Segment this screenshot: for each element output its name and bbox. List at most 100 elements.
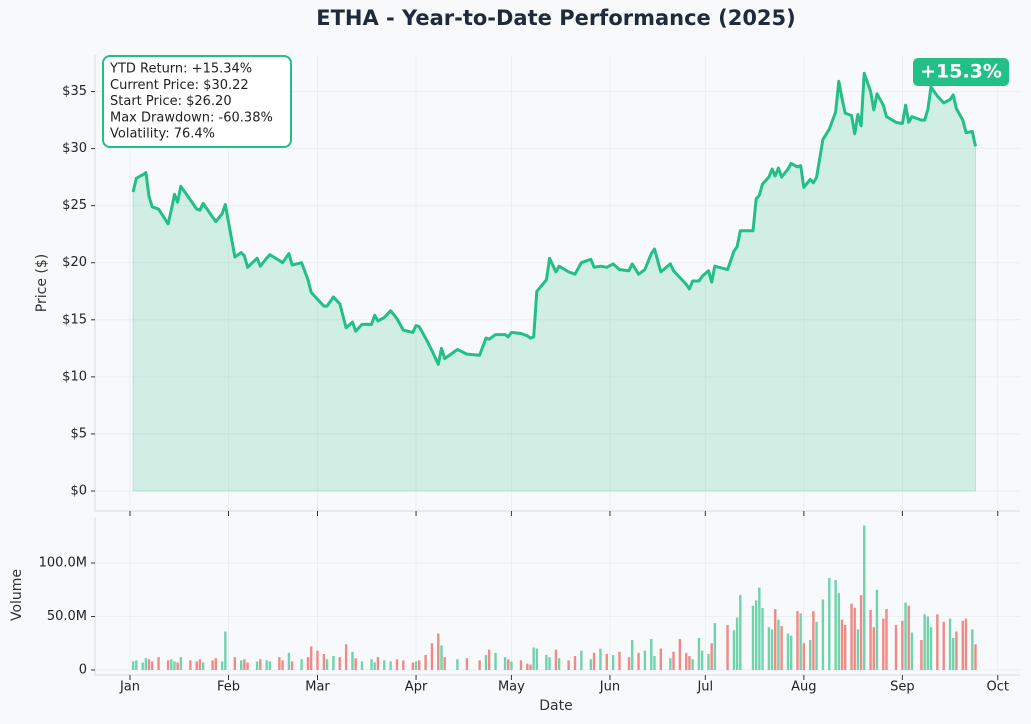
x-tick-label: Aug — [791, 680, 816, 695]
volume-bar — [850, 603, 853, 670]
x-tick-label: Oct — [987, 680, 1009, 695]
volume-bar — [754, 600, 758, 670]
volume-bar — [176, 662, 179, 670]
volume-bar — [418, 660, 421, 670]
volume-bar — [456, 659, 459, 670]
volume-bar — [322, 653, 326, 670]
volume-bar — [672, 651, 675, 670]
volume-bar — [144, 658, 148, 670]
volume-bar — [856, 629, 860, 670]
volume-bar — [926, 616, 930, 670]
volume-bar — [306, 657, 310, 670]
info-line: Current Price: $30.22 — [110, 78, 249, 93]
volume-bar — [669, 658, 672, 670]
volume-bar — [630, 640, 634, 670]
volume-bar — [411, 662, 415, 670]
y-tick-label: $15 — [62, 312, 87, 327]
volume-bar — [700, 650, 704, 670]
volume-bar — [198, 659, 202, 670]
volume-bar — [179, 657, 183, 670]
volume-bar — [211, 660, 214, 670]
volume-bar — [487, 649, 491, 670]
y-tick-label: $35 — [62, 84, 87, 99]
volume-bar — [650, 638, 653, 670]
volume-bar — [618, 651, 621, 670]
x-tick-label: Feb — [217, 680, 240, 695]
y-tick-label: $0 — [70, 484, 87, 499]
volume-bar — [440, 645, 443, 670]
volume-bar — [360, 661, 364, 670]
volume-bar — [863, 525, 866, 670]
volume-bar — [484, 654, 488, 670]
volume-bar — [910, 632, 914, 670]
volume-bar — [685, 652, 688, 670]
volume-bar — [799, 613, 802, 670]
volume-bar — [952, 637, 955, 670]
volume-bar — [815, 621, 818, 670]
volume-bar — [535, 648, 539, 670]
volume-bar — [955, 631, 958, 670]
volume-bar — [214, 658, 217, 670]
info-line: Max Drawdown: -60.38% — [110, 110, 273, 125]
volume-bar — [278, 657, 281, 670]
volume-bar — [713, 622, 717, 670]
volume-bar — [821, 599, 825, 670]
volume-bar — [281, 660, 284, 670]
volume-bar — [770, 629, 774, 670]
info-line: Start Price: $26.20 — [110, 94, 232, 109]
volume-bar — [659, 648, 663, 670]
volume-bar — [837, 592, 841, 670]
volume-bar — [344, 644, 348, 670]
volume-bar — [774, 608, 777, 670]
volume-bar — [786, 633, 790, 670]
volume-bar — [389, 661, 392, 670]
volume-bar — [942, 621, 945, 670]
info-line: YTD Return: +15.34% — [109, 62, 252, 77]
volume-bar — [936, 614, 939, 670]
volume-bar — [834, 580, 837, 670]
y-tick-label: $30 — [62, 141, 87, 156]
volume-bar — [135, 660, 138, 670]
volume-bar — [287, 652, 291, 670]
volume-bar — [395, 659, 399, 670]
volume-bar — [653, 656, 656, 670]
volume-bar — [573, 656, 577, 670]
volume-bar — [901, 620, 904, 670]
volume-bar — [961, 620, 964, 670]
x-tick-label: Sep — [890, 680, 915, 695]
return-badge-text: +15.3% — [920, 61, 1002, 83]
volume-bar — [170, 659, 173, 670]
volume-bar — [309, 646, 313, 670]
y-axis-label: Volume — [9, 569, 25, 621]
volume-bar — [224, 631, 227, 670]
volume-bar — [338, 657, 341, 670]
volume-bar — [643, 650, 647, 670]
info-box: YTD Return: +15.34%Current Price: $30.22… — [102, 55, 292, 148]
x-tick-label: Apr — [405, 680, 428, 695]
volume-bar — [494, 652, 497, 670]
volume-bar — [220, 661, 224, 670]
volume-bar — [325, 659, 329, 670]
y-tick-label: $25 — [62, 198, 87, 213]
volume-bar — [332, 656, 335, 670]
volume-bar — [268, 661, 272, 670]
volume-bar — [697, 637, 701, 670]
volume-bar — [141, 662, 144, 670]
volume-bar — [545, 654, 548, 670]
volume-bar — [424, 654, 427, 670]
volume-bar — [611, 654, 615, 670]
volume-bar — [503, 657, 507, 670]
volume-bar — [370, 659, 373, 670]
volume-bar — [554, 649, 558, 670]
volume-bar — [735, 617, 739, 670]
x-tick-label: May — [498, 680, 525, 695]
volume-bar — [430, 643, 434, 670]
y-tick-label: 0 — [79, 662, 87, 677]
volume-bar — [592, 652, 596, 670]
volume-bar — [131, 661, 135, 670]
volume-bar — [796, 611, 799, 670]
volume-bar — [157, 657, 160, 670]
volume-bar — [510, 661, 513, 670]
volume-bar — [691, 659, 694, 670]
y-tick-label: $10 — [62, 369, 87, 384]
